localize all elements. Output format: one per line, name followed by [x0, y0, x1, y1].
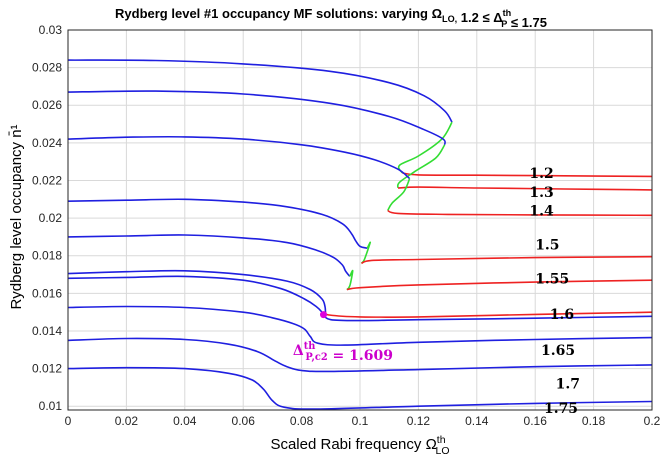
series-line-1-609-blue: [67, 275, 653, 322]
x-tick-label: 0.02: [115, 414, 139, 428]
series-line-1-5-red: [361, 255, 653, 265]
series-line-1-65-blue: [67, 305, 653, 346]
y-tick-label: 0.022: [32, 173, 62, 187]
y-tick-label: 0.016: [32, 286, 62, 300]
curve-labels: 1.2 1.3 1.4 1.5 1.55 1.6 1.65 1.7 1.75: [529, 166, 580, 417]
chart-title: Rydberg level #1 occupancy MF solutions:…: [115, 6, 547, 30]
x-tick-label: 0.16: [524, 414, 548, 428]
x-tick-label: 0.08: [290, 414, 314, 428]
y-tick-label: 0.018: [32, 249, 62, 263]
series-line-1-3-red: [397, 186, 653, 191]
y-tick-label: 0.01: [39, 399, 63, 413]
x-tick-label: 0.12: [407, 414, 431, 428]
y-tick-label: 0.026: [32, 98, 62, 112]
x-tick-label: 0.2: [644, 414, 661, 428]
series-line-unlabeled-8-blue: [67, 337, 653, 373]
y-tick-label: 0.028: [32, 61, 62, 75]
x-axis-label: Scaled Rabi frequency Ωth LO: [270, 434, 449, 457]
critical-point-marker: [320, 311, 327, 319]
series-line-1-5-blue: [67, 198, 368, 249]
series-line-1-3-blue: [67, 90, 446, 146]
x-tick-label: 0.1: [352, 414, 369, 428]
x-tick-label: 0.04: [173, 414, 197, 428]
y-tick-label: 0.014: [32, 324, 62, 338]
series-line-1-4-red: [387, 209, 653, 217]
plot-frame: [67, 29, 653, 411]
x-tick-label: 0.06: [232, 414, 256, 428]
critical-point-label: Δth P,c2 = 1.609: [293, 341, 393, 364]
curve-label: 1.3: [529, 185, 553, 201]
x-tick-label: 0.18: [582, 414, 606, 428]
y-tick-label: 0.024: [32, 136, 62, 150]
curve-label: 1.7: [556, 377, 580, 393]
x-tick-label: 0.14: [465, 414, 489, 428]
series-line-1-6-red: [324, 311, 653, 318]
y-axis-label: Rydberg level occupancy n̄¹: [8, 124, 25, 309]
marker-layer: Δth P,c2 = 1.609: [293, 311, 393, 364]
x-tick-label: 0: [65, 414, 72, 428]
curve-label: 1.65: [541, 343, 575, 359]
series-line-1-4-green: [386, 178, 411, 212]
series-line-1-55-blue: [67, 234, 351, 277]
y-tick-labels: 0.01 0.012 0.014 0.016 0.018 0.02 0.022 0.024 0.…: [32, 23, 62, 413]
series-line-1-2-green: [397, 121, 453, 174]
curve-label: 1.2: [529, 166, 553, 182]
series-line-1-4-blue: [67, 135, 411, 180]
x-tick-labels: 0 0.02 0.04 0.06 0.08 0.1 0.12 0.14 0.16 0.18 0.2: [65, 414, 661, 428]
series-line-1-3-green: [396, 144, 446, 189]
curve-label: 1.5: [535, 237, 559, 253]
series-line-1-55-red: [346, 279, 653, 291]
y-tick-label: 0.02: [39, 211, 63, 225]
y-tick-label: 0.03: [39, 23, 63, 37]
series-line-1-2-red: [402, 172, 653, 178]
series-line-1-6-blue: [67, 269, 327, 313]
curve-label: 1.75: [544, 401, 578, 417]
curve-label: 1.4: [529, 204, 554, 220]
curves: [67, 59, 653, 410]
curve-label: 1.55: [535, 271, 569, 287]
curve-label: 1.6: [550, 307, 574, 323]
series-line-1-2-blue: [67, 59, 453, 123]
y-tick-label: 0.012: [32, 362, 62, 376]
series-line-1-7-blue: [67, 366, 653, 410]
